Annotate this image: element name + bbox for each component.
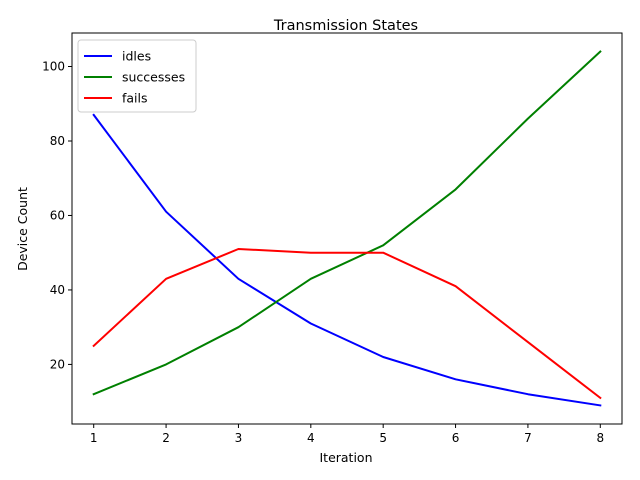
plot-frame [71, 32, 623, 425]
legend-box [77, 39, 197, 113]
series-line-fails [92, 248, 602, 400]
x-tick-label: 3 [235, 431, 243, 445]
legend-label-successes: successes [122, 70, 185, 85]
x-axis-label: Iteration [319, 450, 372, 465]
plot-lines [92, 50, 602, 407]
x-tick-label: 7 [524, 431, 532, 445]
y-tick-label: 40 [50, 283, 65, 297]
y-tick-label: 60 [50, 208, 65, 222]
x-tick-label: 4 [307, 431, 315, 445]
x-tick-label: 1 [90, 431, 98, 445]
x-tick-label: 8 [596, 431, 604, 445]
legend: idles successes fails [77, 39, 197, 113]
series-line-idles [92, 113, 602, 407]
legend-label-fails: fails [122, 91, 148, 106]
y-tick-label: 20 [50, 357, 65, 371]
x-tick-label: 5 [379, 431, 387, 445]
x-tick-label: 6 [452, 431, 460, 445]
y-axis-label: Device Count [15, 187, 30, 271]
y-tick-label: 100 [42, 60, 65, 74]
series-line-successes [92, 50, 602, 396]
y-tick-label: 80 [50, 134, 65, 148]
y-axis: 20 40 60 80 100 [42, 60, 72, 371]
chart-title: Transmission States [273, 18, 418, 34]
x-axis: 1 2 3 4 5 6 7 8 [90, 424, 604, 445]
legend-label-idles: idles [122, 49, 151, 64]
x-tick-label: 2 [162, 431, 170, 445]
